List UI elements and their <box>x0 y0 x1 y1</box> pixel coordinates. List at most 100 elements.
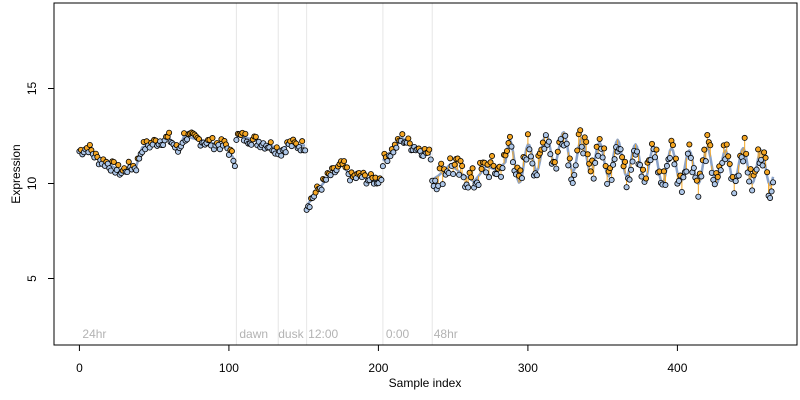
data-point <box>647 157 654 164</box>
data-point <box>740 158 747 165</box>
data-point <box>468 174 475 181</box>
data-point <box>459 162 466 169</box>
data-point <box>565 162 572 169</box>
data-point <box>610 161 617 168</box>
x-tick-label: 400 <box>667 361 687 375</box>
data-point <box>566 155 573 162</box>
data-point <box>680 174 687 181</box>
data-point <box>714 173 721 180</box>
x-tick-label: 200 <box>368 361 388 375</box>
data-point <box>601 145 608 152</box>
y-axis: 5 10 15 <box>25 82 54 282</box>
data-point <box>125 158 132 165</box>
data-point <box>698 173 705 180</box>
data-point <box>669 142 676 149</box>
data-point <box>767 194 774 201</box>
data-point <box>406 140 413 147</box>
data-point <box>587 168 594 175</box>
data-point <box>490 162 497 169</box>
data-point <box>483 169 490 176</box>
data-point <box>695 193 702 200</box>
x-axis-label: Sample index <box>389 376 462 390</box>
phase-labels: 24hr dawn dusk 12:00 0:00 48hr <box>82 327 457 341</box>
data-point <box>683 168 690 175</box>
data-point <box>399 131 406 138</box>
data-point <box>499 165 506 172</box>
data-point <box>508 143 515 150</box>
data-point <box>302 147 309 154</box>
data-point <box>252 133 259 140</box>
data-point <box>711 181 718 188</box>
data-point <box>761 149 768 156</box>
data-point <box>637 161 644 168</box>
data-point <box>427 156 434 163</box>
data-point <box>741 134 748 141</box>
data-point <box>551 159 558 166</box>
data-point <box>306 204 313 211</box>
data-point <box>341 158 348 165</box>
data-point <box>323 176 330 183</box>
data-point <box>704 131 711 138</box>
data-point <box>684 150 691 157</box>
data-point <box>426 146 433 153</box>
data-point <box>230 157 237 164</box>
data-point <box>759 162 766 169</box>
data-point <box>686 141 693 148</box>
data-point <box>634 148 641 155</box>
phase-label: 0:00 <box>386 327 410 341</box>
phase-label: 24hr <box>82 327 106 341</box>
data-point <box>628 166 635 173</box>
y-tick-label: 10 <box>25 177 39 191</box>
data-point <box>133 167 140 174</box>
data-point <box>545 138 552 145</box>
data-point <box>599 154 606 161</box>
data-point <box>743 150 750 157</box>
phase-label: 48hr <box>434 327 458 341</box>
x-tick-label: 0 <box>76 361 83 375</box>
data-point <box>378 176 385 183</box>
data-point <box>450 171 457 178</box>
data-point <box>439 181 446 188</box>
data-point <box>725 153 732 160</box>
data-point <box>273 144 280 151</box>
data-points <box>76 127 777 213</box>
data-point <box>447 155 454 162</box>
data-point <box>584 151 591 158</box>
data-point <box>690 164 697 171</box>
data-point <box>672 155 679 162</box>
data-point <box>640 166 647 173</box>
data-point <box>755 146 762 153</box>
data-point <box>390 149 397 156</box>
data-point <box>231 163 238 170</box>
data-point <box>626 176 633 183</box>
data-point <box>578 143 585 150</box>
data-point <box>687 154 694 161</box>
data-point <box>209 135 216 142</box>
data-point <box>465 184 472 191</box>
data-point <box>478 165 485 172</box>
data-point <box>753 166 760 173</box>
data-point <box>747 166 754 173</box>
data-point <box>702 158 709 165</box>
data-point <box>115 162 122 169</box>
phase-label: 12:00 <box>308 327 338 341</box>
data-point <box>768 188 775 195</box>
data-point <box>723 141 730 148</box>
data-point <box>387 153 394 160</box>
data-point <box>509 159 516 166</box>
data-point <box>542 132 549 139</box>
data-point <box>493 171 500 178</box>
data-point <box>707 142 714 149</box>
data-point <box>693 177 700 184</box>
data-point <box>629 158 636 165</box>
data-point <box>379 163 386 170</box>
data-point <box>248 141 255 148</box>
data-point <box>489 153 496 160</box>
data-point <box>184 136 191 143</box>
data-point <box>361 172 368 179</box>
data-point <box>438 160 445 167</box>
data-point <box>574 147 581 154</box>
phase-boundary-lines <box>235 3 433 345</box>
data-point <box>469 165 476 172</box>
data-point <box>678 188 685 195</box>
